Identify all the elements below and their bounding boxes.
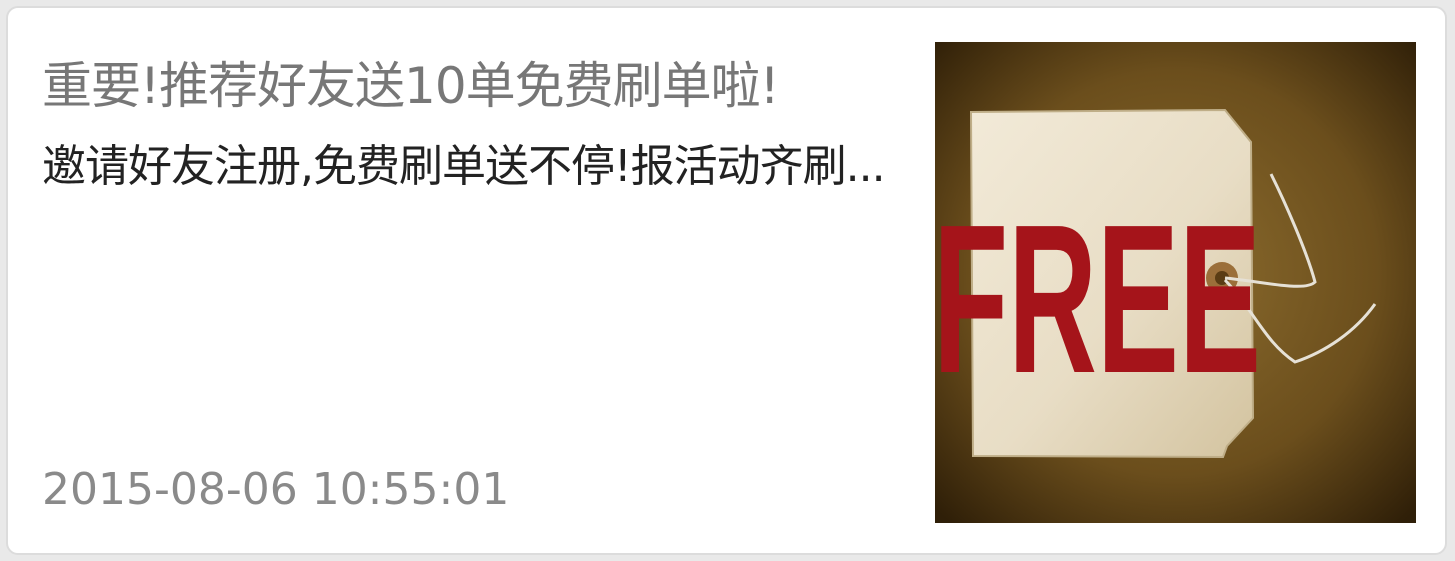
news-text-column: 重要!推荐好友送10单免费刷单啦! 邀请好友注册,免费刷单送不停!报活动齐刷..… [42, 52, 912, 195]
news-list-item[interactable]: 重要!推荐好友送10单免费刷单啦! 邀请好友注册,免费刷单送不停!报活动齐刷..… [6, 6, 1447, 555]
news-summary: 邀请好友注册,免费刷单送不停!报活动齐刷... [42, 141, 886, 192]
free-tag-text: FREE [935, 180, 1261, 417]
news-timestamp: 2015-08-06 10:55:01 [42, 464, 510, 515]
free-tag-image: FREE [935, 42, 1416, 523]
news-thumbnail: FREE [935, 42, 1416, 523]
news-title: 重要!推荐好友送10单免费刷单啦! [42, 57, 780, 115]
